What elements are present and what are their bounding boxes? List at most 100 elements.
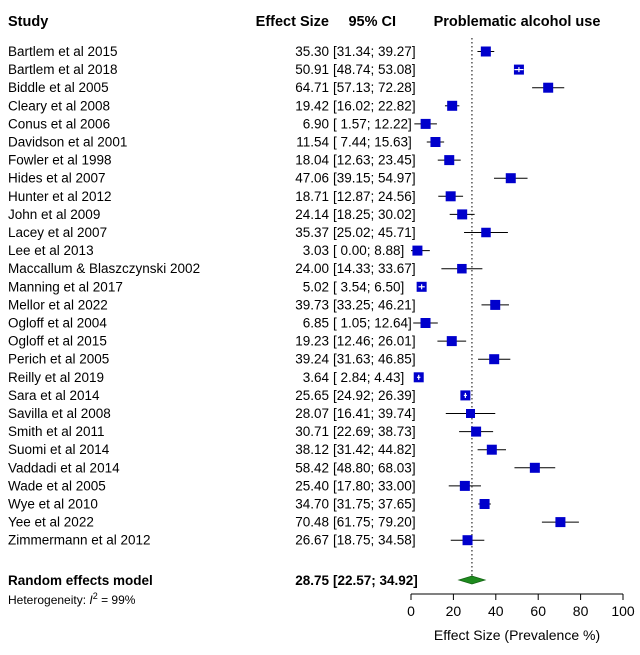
study-effect: 18.71 <box>295 189 329 204</box>
study-ci: [ 1.05; 12.64] <box>333 316 412 331</box>
header-ci: 95% CI <box>348 14 396 30</box>
study-name: Maccallum & Blaszczynski 2002 <box>8 261 200 276</box>
effect-marker <box>445 191 456 202</box>
x-axis-label: Effect Size (Prevalence %) <box>434 627 600 643</box>
study-ci: [39.15; 54.97] <box>333 171 416 186</box>
study-effect: 70.48 <box>295 515 329 530</box>
effect-marker <box>457 209 468 220</box>
study-effect: 39.73 <box>295 297 329 312</box>
effect-marker <box>459 480 470 491</box>
study-effect: 28.07 <box>295 406 329 421</box>
study-effect: 38.12 <box>295 442 329 457</box>
effect-marker <box>489 354 500 365</box>
study-effect: 18.04 <box>295 153 329 168</box>
effect-marker <box>420 118 431 129</box>
study-rows: Bartlem et al 2015 35.30 [31.34; 39.27] Bar… <box>8 44 416 548</box>
header-effect-size: Effect Size <box>256 14 329 30</box>
study-ci: [31.75; 37.65] <box>333 497 416 512</box>
study-effect: 35.30 <box>295 44 329 59</box>
study-name: Vaddadi et al 2014 <box>8 460 120 475</box>
study-name: Smith et al 2011 <box>8 424 105 439</box>
study-effect: 50.91 <box>295 62 329 77</box>
effect-marker <box>457 263 467 274</box>
effect-marker <box>543 82 554 93</box>
study-ci: [33.25; 46.21] <box>333 297 416 312</box>
effect-marker <box>466 409 476 418</box>
study-name: Conus et al 2006 <box>8 116 110 131</box>
effect-marker <box>412 245 423 256</box>
study-ci: [18.25; 30.02] <box>333 207 416 222</box>
study-name: Yee et al 2022 <box>8 515 94 530</box>
study-ci: [61.75; 79.20] <box>333 515 416 530</box>
study-name: Wye et al 2010 <box>8 497 98 512</box>
study-name: Cleary et al 2008 <box>8 98 110 113</box>
study-name: Savilla et al 2008 <box>8 406 111 421</box>
summary-diamond <box>457 575 487 585</box>
effect-marker <box>430 137 441 147</box>
study-effect: 24.00 <box>295 261 329 276</box>
study-ci: [18.75; 34.58] <box>333 533 416 548</box>
study-name: Sara et al 2014 <box>8 388 100 403</box>
study-effect: 3.64 <box>303 370 330 385</box>
effect-marker <box>529 462 540 473</box>
study-ci: [24.92; 26.39] <box>333 388 416 403</box>
x-tick-label: 80 <box>573 603 589 619</box>
study-effect: 24.14 <box>295 207 329 222</box>
study-name: Manning et al 2017 <box>8 279 123 294</box>
study-effect: 3.03 <box>303 243 329 258</box>
effect-marker <box>555 517 566 528</box>
study-ci: [12.63; 23.45] <box>333 153 416 168</box>
study-name: Bartlem et al 2015 <box>8 44 118 59</box>
effect-marker <box>447 100 458 111</box>
summary-label: Random effects model <box>8 573 153 588</box>
study-ci: [16.02; 22.82] <box>333 98 416 113</box>
effect-marker <box>446 336 457 347</box>
study-ci: [12.87; 24.56] <box>333 189 416 204</box>
study-ci: [ 7.44; 15.63] <box>333 135 412 150</box>
effect-marker <box>462 535 473 546</box>
x-tick-label: 100 <box>611 603 635 619</box>
study-name: Wade et al 2005 <box>8 478 106 493</box>
study-effect: 26.67 <box>295 533 329 548</box>
study-ci: [ 3.54; 6.50] <box>333 279 404 294</box>
study-name: Davidson et al 2001 <box>8 135 127 150</box>
effect-marker <box>471 426 482 437</box>
study-name: Zimmermann et al 2012 <box>8 533 151 548</box>
x-tick-label: 60 <box>530 603 546 619</box>
header-study: Study <box>8 14 48 30</box>
summary-ci: [22.57; 34.92] <box>333 573 418 588</box>
effect-marker <box>505 173 516 184</box>
study-name: Perich et al 2005 <box>8 352 109 367</box>
study-ci: [48.74; 53.08] <box>333 62 416 77</box>
study-effect: 6.90 <box>303 116 329 131</box>
study-ci: [12.46; 26.01] <box>333 334 416 349</box>
study-effect: 64.71 <box>295 80 329 95</box>
study-effect: 34.70 <box>295 497 329 512</box>
study-name: Lacey et al 2007 <box>8 225 107 240</box>
study-effect: 47.06 <box>295 171 329 186</box>
study-effect: 58.42 <box>295 460 329 475</box>
study-ci: [31.63; 46.85] <box>333 352 416 367</box>
study-name: Lee et al 2013 <box>8 243 94 258</box>
plot-area: 0 20 40 60 80 100 <box>407 38 635 619</box>
study-ci: [17.80; 33.00] <box>333 478 416 493</box>
study-ci: [25.02; 45.71] <box>333 225 416 240</box>
effect-marker <box>481 227 491 238</box>
study-ci: [31.34; 39.27] <box>333 44 416 59</box>
study-name: Hunter et al 2012 <box>8 189 112 204</box>
study-name: Hides et al 2007 <box>8 171 106 186</box>
effect-marker <box>420 318 431 328</box>
x-tick-label: 40 <box>488 603 504 619</box>
study-name: Fowler et al 1998 <box>8 153 112 168</box>
x-tick-label: 0 <box>407 603 415 619</box>
study-ci: [ 2.84; 4.43] <box>333 370 404 385</box>
study-name: John et al 2009 <box>8 207 100 222</box>
study-effect: 30.71 <box>295 424 329 439</box>
study-name: Ogloff et al 2015 <box>8 334 107 349</box>
study-name: Ogloff et al 2004 <box>8 316 107 331</box>
study-ci: [48.80; 68.03] <box>333 460 416 475</box>
study-ci: [57.13; 72.28] <box>333 80 416 95</box>
effect-marker <box>444 155 455 166</box>
x-tick-label: 20 <box>446 603 462 619</box>
study-name: Bartlem et al 2018 <box>8 62 118 77</box>
